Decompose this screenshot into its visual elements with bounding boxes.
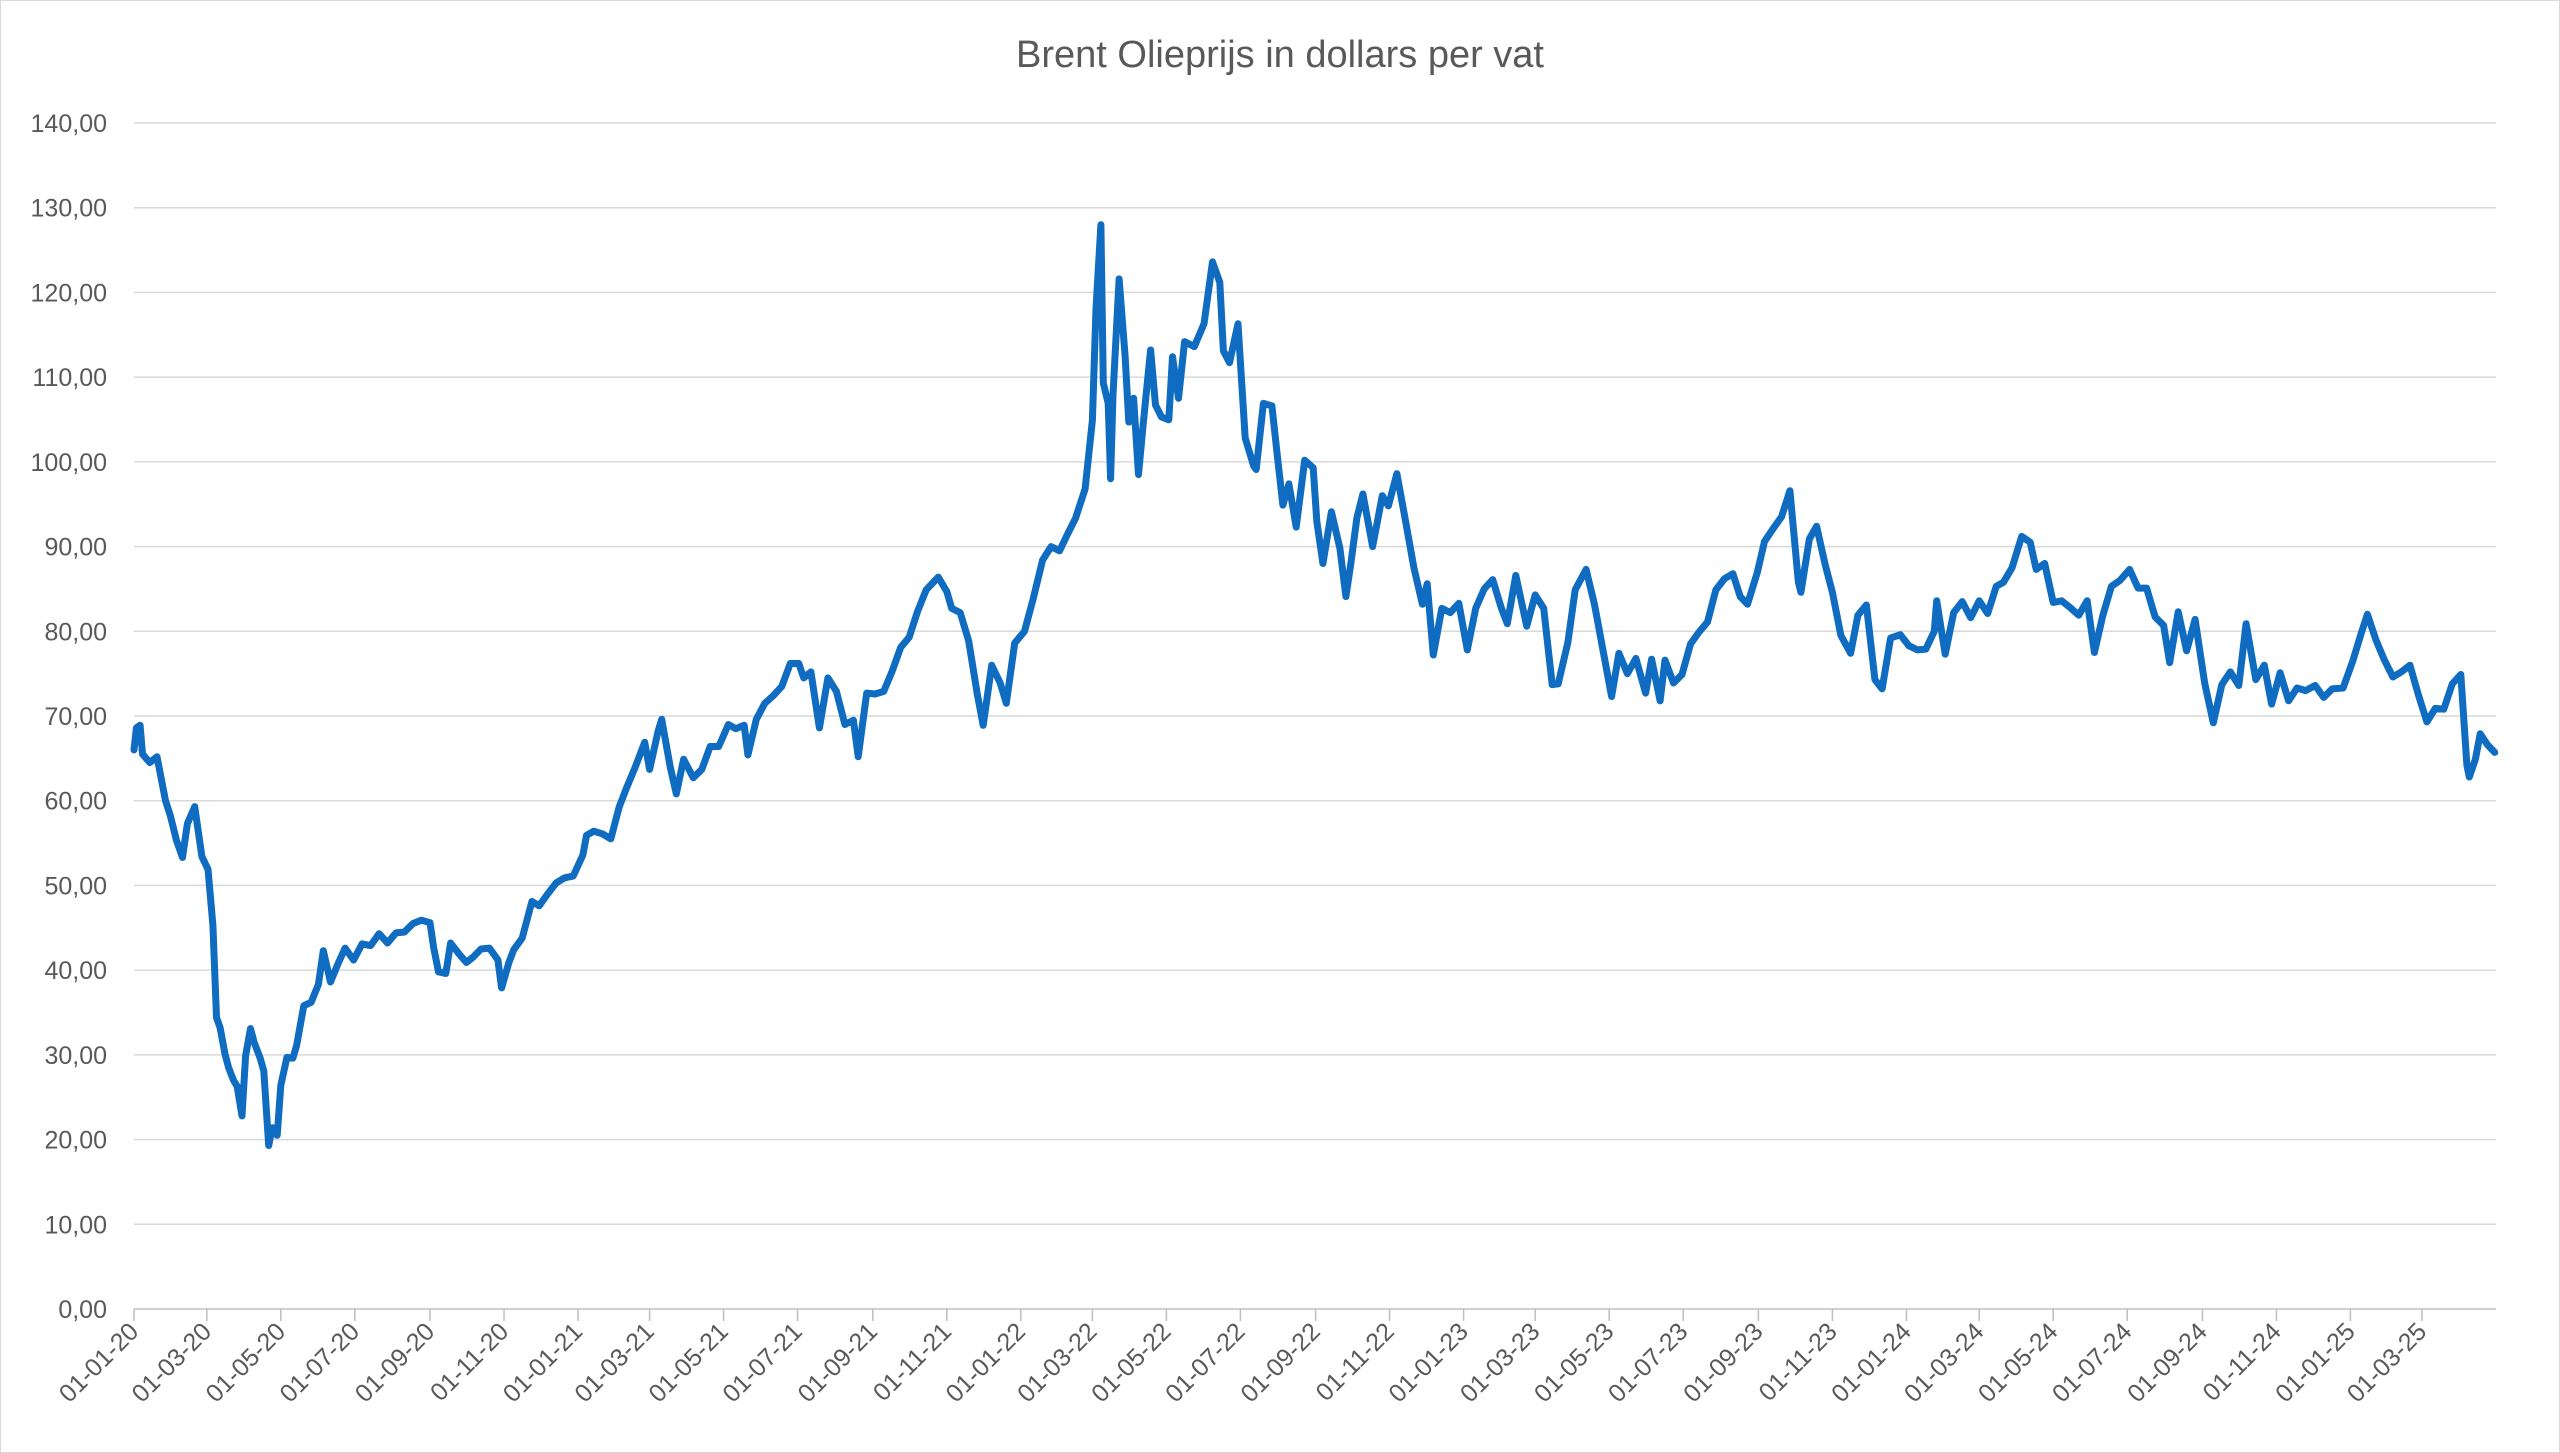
series-line	[130, 221, 2499, 1149]
x-tick-label: 01-11-22	[1311, 1317, 1400, 1406]
x-tick-label: 01-09-22	[1235, 1317, 1326, 1408]
x-tick-label: 01-01-24	[1826, 1317, 1917, 1408]
x-tick-label: 01-03-20	[126, 1317, 217, 1408]
x-tick-label: 01-05-20	[200, 1317, 291, 1408]
y-tick-label: 70,00	[44, 703, 107, 731]
y-tick-label: 50,00	[44, 872, 107, 900]
x-tick-label: 01-07-23	[1603, 1317, 1694, 1408]
x-tick-label: 01-03-24	[1899, 1317, 1990, 1408]
y-tick-label: 130,00	[31, 195, 107, 223]
x-tick-label: 01-07-22	[1160, 1317, 1251, 1408]
x-tick-label: 01-11-21	[868, 1317, 957, 1406]
y-tick-label: 40,00	[44, 957, 107, 985]
x-tick-label: 01-03-22	[1012, 1317, 1103, 1408]
x-tick-label: 01-11-23	[1753, 1317, 1842, 1406]
chart-title: Brent Olieprijs in dollars per vat	[1016, 34, 1544, 76]
y-tick-label: 80,00	[44, 618, 107, 646]
y-axis: 0,00 10,00 20,00 30,00 40,00 50,00 60,00 70,00 8…	[31, 110, 107, 1324]
x-tick-label: 01-11-20	[425, 1317, 514, 1406]
x-tick-label: 01-05-21	[643, 1317, 734, 1408]
x-tick-label: 01-09-23	[1678, 1317, 1769, 1408]
y-tick-label: 30,00	[44, 1042, 107, 1070]
y-tick-label: 90,00	[44, 534, 107, 562]
gridlines	[134, 122, 2496, 1226]
x-tick-label: 01-03-23	[1455, 1317, 1546, 1408]
x-tick-label: 01-05-22	[1086, 1317, 1177, 1408]
x-tick-label: 01-05-24	[1973, 1317, 2064, 1408]
x-tick-label: 01-11-24	[2197, 1317, 2286, 1406]
x-tick-label: 01-07-21	[717, 1317, 808, 1408]
x-tick-label: 01-09-20	[350, 1317, 441, 1408]
y-tick-label: 20,00	[44, 1127, 107, 1155]
series-layer	[130, 221, 2499, 1149]
x-tick-label: 01-09-24	[2122, 1317, 2213, 1408]
y-tick-label: 10,00	[44, 1211, 107, 1239]
y-tick-label: 140,00	[31, 110, 107, 138]
x-tick-label: 01-09-21	[792, 1317, 883, 1408]
y-tick-label: 0,00	[58, 1296, 107, 1324]
x-tick-label: 01-03-25	[2342, 1317, 2433, 1408]
x-tick-label: 01-01-20	[54, 1317, 145, 1408]
x-tick-label: 01-07-24	[2047, 1317, 2138, 1408]
y-tick-label: 110,00	[32, 364, 107, 392]
x-tick-label: 01-05-23	[1529, 1317, 1620, 1408]
x-axis: 01-01-2001-03-2001-05-2001-07-2001-09-20…	[54, 1308, 2496, 1408]
x-tick-label: 01-03-21	[569, 1317, 660, 1408]
y-tick-label: 100,00	[31, 449, 107, 477]
y-tick-label: 120,00	[31, 279, 107, 307]
y-tick-label: 60,00	[44, 788, 107, 816]
x-tick-label: 01-07-20	[274, 1317, 365, 1408]
